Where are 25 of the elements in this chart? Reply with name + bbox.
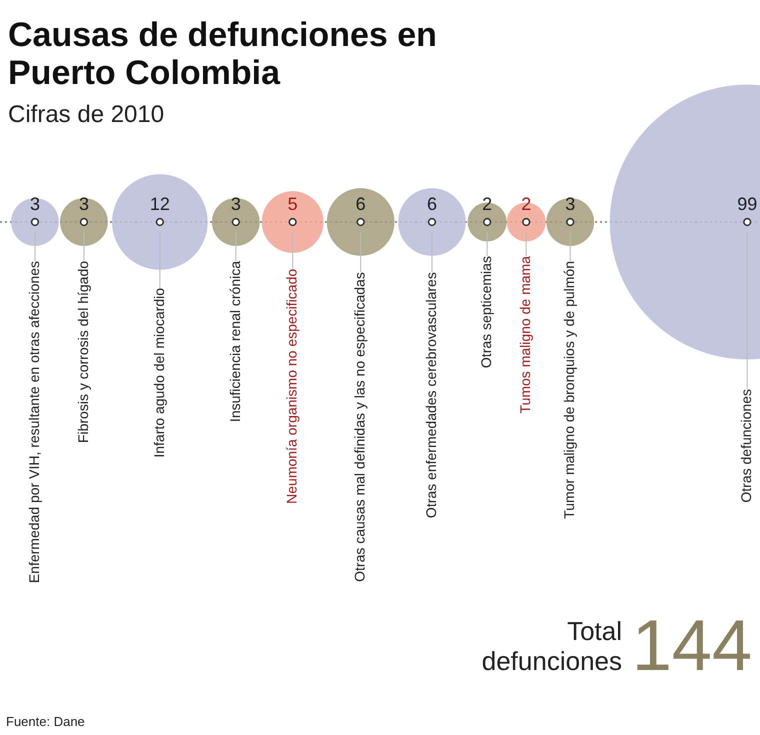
category-label: Tumos maligno de mama (517, 256, 534, 414)
category-label: Infarto agudo del miocardio (150, 288, 167, 458)
category-label: Fibrosis y corrosis del hígado (74, 260, 91, 444)
text: Cifras de 2010 (8, 101, 164, 128)
data-label: 5 (288, 194, 298, 214)
data-label: 3 (230, 194, 241, 214)
category-label: Otras enfermedades cerebrovasculares (422, 272, 439, 518)
data-label: 6 (356, 194, 366, 214)
source-note: Fuente: Dane (6, 714, 85, 729)
data-label: 3 (30, 194, 40, 214)
data-label: 6 (426, 194, 437, 214)
data-label: 3 (565, 194, 576, 214)
category-label: Neumonía organismo no especificado (284, 268, 300, 504)
data-label: 3 (78, 194, 89, 214)
category-label: Otras defunciones (738, 389, 754, 503)
category-label: Otras septicemias (478, 256, 494, 368)
text: 144 (632, 606, 752, 686)
category-label: Insuficiencia renal crónica (226, 260, 243, 422)
data-label: 12 (150, 194, 170, 214)
category-label: Otras causas mal definidas y las no especificadas (352, 272, 368, 582)
text: Causas de defunciones en Puerto Colombia (8, 16, 437, 92)
category-label: Tumor maligno de bronquios y de pulmón (561, 260, 578, 519)
text: Total defunciones (482, 616, 622, 676)
category-label: Enfermedad por VIH, resultante en otras afecciones (26, 260, 42, 584)
data-label: 99 (737, 194, 758, 214)
